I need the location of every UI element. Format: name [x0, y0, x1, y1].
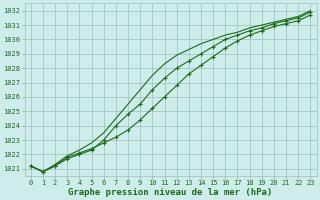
- X-axis label: Graphe pression niveau de la mer (hPa): Graphe pression niveau de la mer (hPa): [68, 188, 273, 197]
